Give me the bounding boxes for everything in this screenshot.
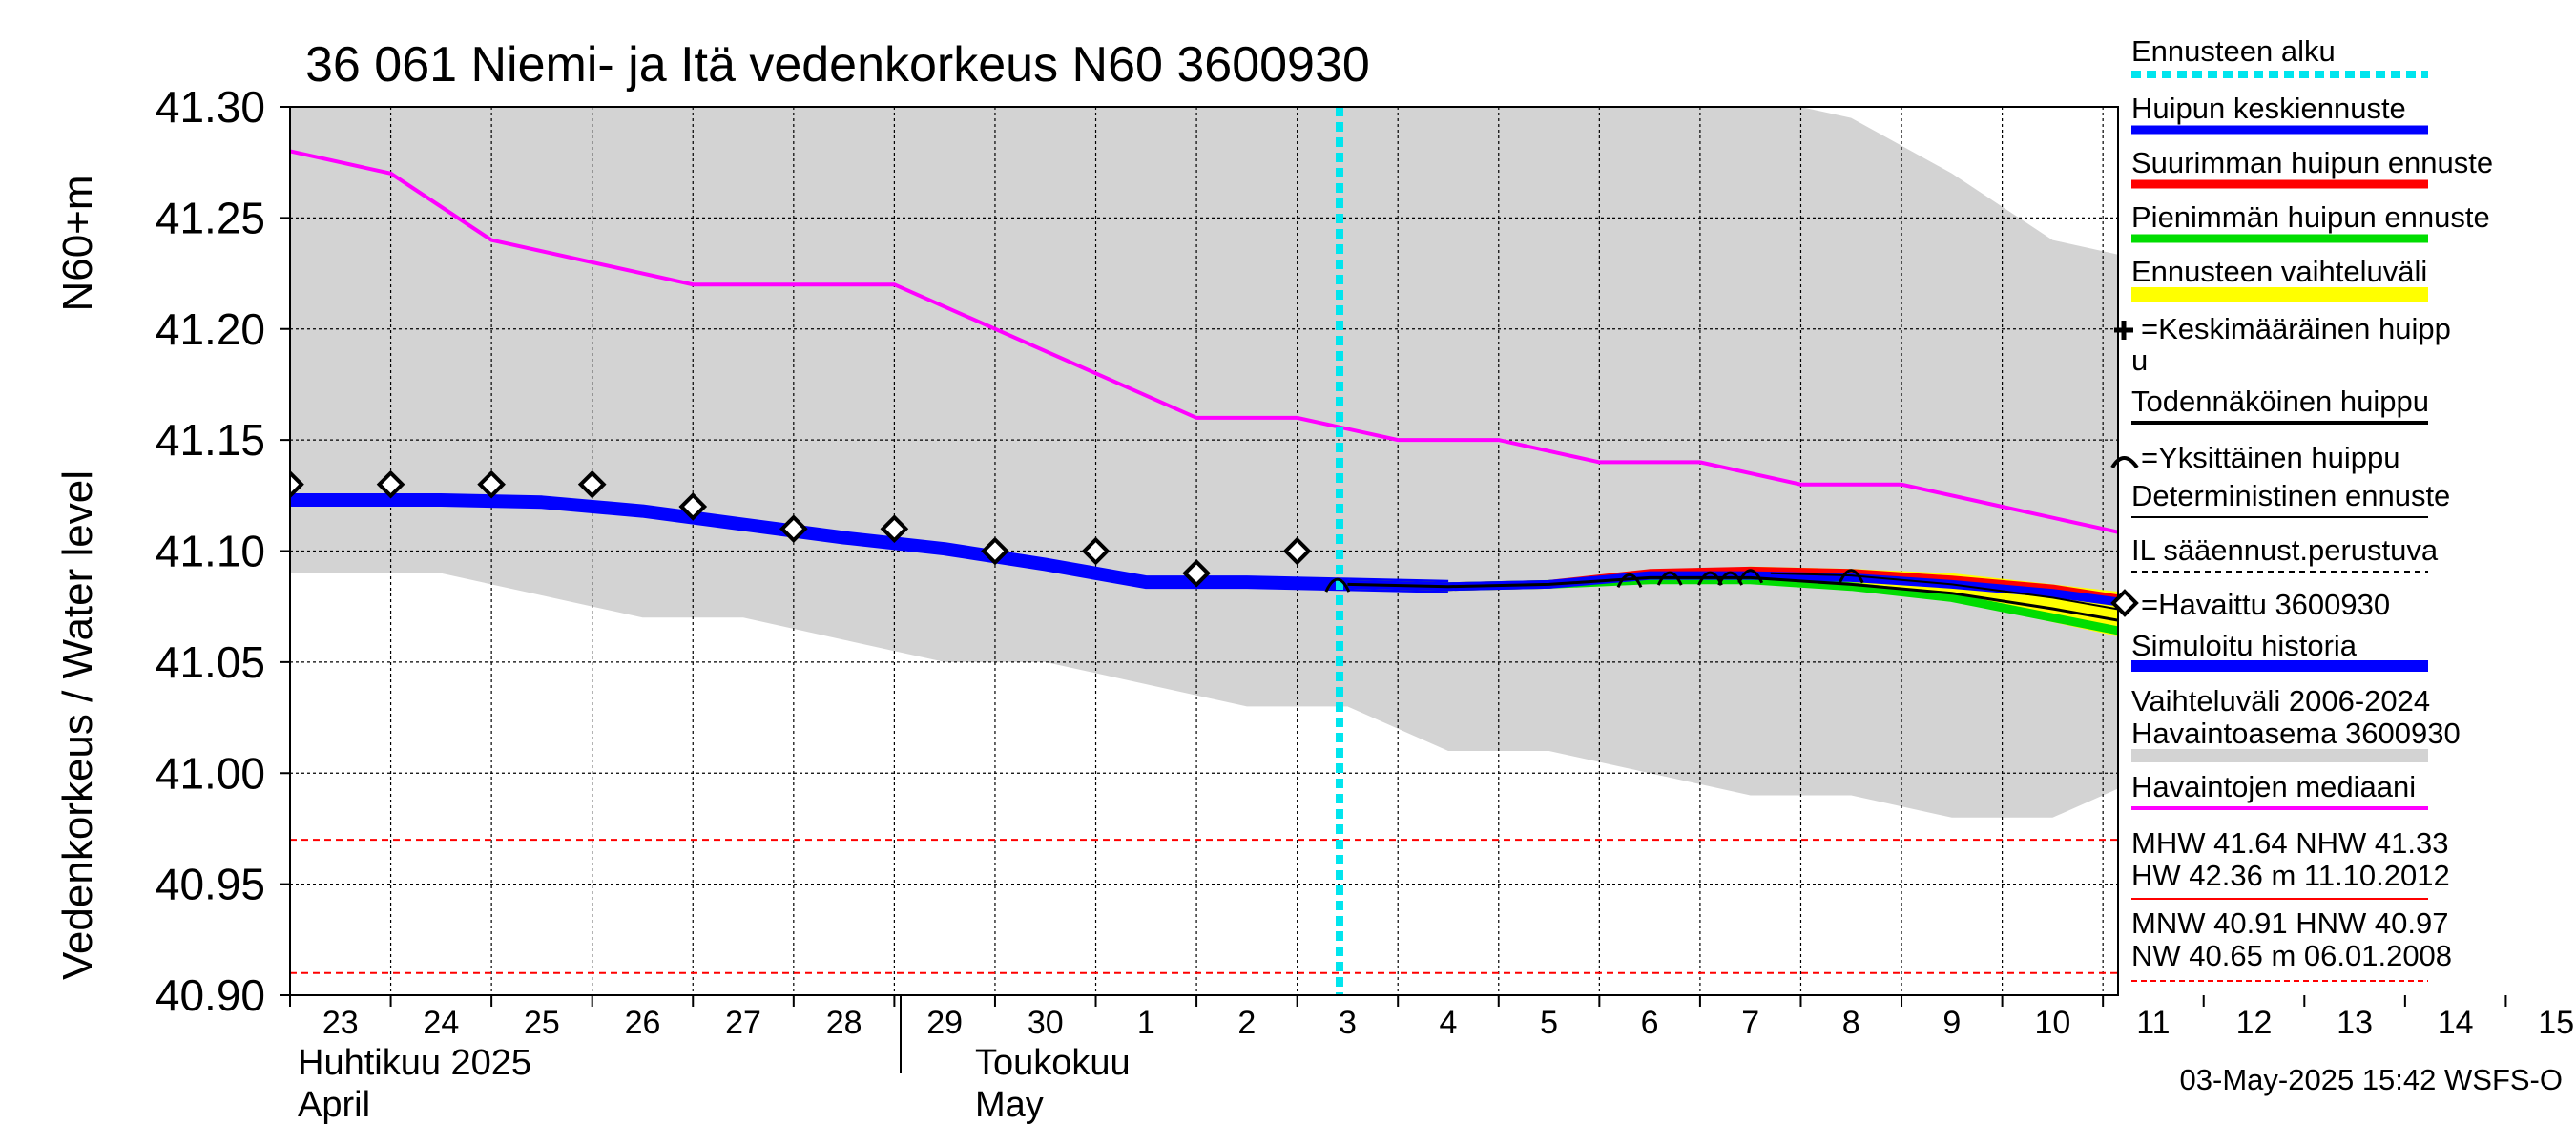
month-label-may-en: May [975, 1085, 1044, 1125]
observed-marker [1182, 558, 1211, 588]
legend-label-simulated: Simuloitu historia [2131, 629, 2358, 662]
legend-label-min-peak: Pienimmän huipun ennuste [2131, 200, 2490, 234]
peak-marker [1656, 571, 1683, 586]
y-axis-ticks: 40.90 40.95 41.00 41.05 41.10 41.15 41.20 41.25… [156, 82, 290, 1020]
x-tick-label: 1 [1137, 1005, 1155, 1041]
y-axis-unit: N60+m [54, 175, 101, 311]
y-tick-label: 41.25 [156, 193, 265, 242]
x-tick-label: 5 [1540, 1005, 1558, 1041]
stats-line-3: MNW 40.91 HNW 40.97 [2131, 906, 2449, 940]
x-tick-label: 6 [1641, 1005, 1659, 1041]
observed-marker [1081, 536, 1111, 566]
stats-line-1: MHW 41.64 NHW 41.33 [2131, 826, 2449, 860]
peak-marker [1838, 569, 1864, 584]
legend-label-forecast-start: Ennusteen alku [2131, 34, 2336, 68]
legend: Ennusteen alku Huipun keskiennuste Suuri… [2110, 34, 2493, 982]
legend-label-max-peak: Suurimman huipun ennuste [2131, 146, 2493, 179]
observed-marker [577, 469, 607, 499]
month-label-may-fi: Toukokuu [975, 1043, 1131, 1083]
x-tick-label: 12 [2236, 1005, 2273, 1041]
y-tick-label: 41.00 [156, 748, 265, 798]
legend-label-forecast-range: Ennusteen vaihteluväli [2131, 255, 2427, 288]
x-tick-label: 23 [322, 1005, 359, 1041]
observed-marker [779, 514, 808, 544]
x-tick-label: 27 [725, 1005, 761, 1041]
x-tick-label: 13 [2337, 1005, 2373, 1041]
observed-marker [1282, 536, 1312, 566]
observation-median-line [290, 149, 2118, 534]
observed-marker [290, 469, 304, 499]
x-tick-label: 10 [2034, 1005, 2070, 1041]
legend-plus-icon [2114, 321, 2133, 340]
legend-label-probable-peak: Todennäköinen huippu [2131, 385, 2429, 418]
legend-label-il-weather: IL sääennust.perustuva [2131, 533, 2439, 567]
legend-label-mean-peak: Huipun keskiennuste [2131, 92, 2406, 125]
legend-label-deterministic: Deterministinen ennuste [2131, 479, 2450, 512]
legend-label-variation-cont: Havaintoasema 3600930 [2131, 717, 2461, 750]
x-tick-label: 24 [423, 1005, 459, 1041]
x-tick-label: 3 [1339, 1005, 1357, 1041]
y-tick-label: 40.95 [156, 860, 265, 909]
x-tick-label: 7 [1741, 1005, 1759, 1041]
month-label-april-fi: Huhtikuu 2025 [298, 1043, 531, 1083]
chart-title: 36 061 Niemi- ja Itä vedenkorkeus N60 36… [305, 37, 1370, 93]
footer-timestamp: 03-May-2025 15:42 WSFS-O [2180, 1063, 2563, 1096]
observed-markers [290, 469, 1312, 588]
x-tick-label: 4 [1440, 1005, 1458, 1041]
x-tick-label: 29 [926, 1005, 963, 1041]
grid [290, 107, 2118, 995]
observed-marker [880, 514, 909, 544]
x-tick-label: 9 [1942, 1005, 1961, 1041]
stats-line-4: NW 40.65 m 06.01.2008 [2131, 939, 2452, 972]
y-tick-label: 40.90 [156, 970, 265, 1020]
legend-swatch-variation [2131, 749, 2428, 762]
x-tick-label: 28 [826, 1005, 862, 1041]
y-tick-label: 41.20 [156, 304, 265, 354]
probable-peak-line [1347, 575, 2118, 622]
y-tick-label: 41.30 [156, 82, 265, 132]
reference-lines [290, 839, 2118, 974]
observed-marker [981, 536, 1009, 566]
x-tick-label: 26 [625, 1005, 661, 1041]
observed-marker [477, 469, 506, 499]
legend-label-observed: =Havaittu 3600930 [2141, 588, 2390, 621]
x-tick-label: 15 [2538, 1005, 2574, 1041]
x-tick-label: 25 [524, 1005, 560, 1041]
legend-label-median: Havaintojen mediaani [2131, 770, 2416, 803]
y-axis-label: Vedenkorkeus / Water level [54, 470, 101, 980]
legend-label-mean-peak-marker-cont: u [2131, 344, 2148, 377]
legend-label-single-peak: =Yksittäinen huippu [2141, 441, 2399, 474]
simulated-history-line [290, 493, 1449, 593]
peak-marker [1737, 569, 1764, 584]
y-tick-label: 41.05 [156, 637, 265, 687]
month-label-april-en: April [298, 1085, 370, 1125]
peak-marker [1324, 577, 1351, 593]
observed-marker [678, 492, 708, 521]
individual-peak-markers [1324, 569, 1864, 593]
legend-label-mean-peak-marker: =Keskimääräinen huipp [2141, 312, 2451, 345]
legend-swatch-forecast-range [2131, 287, 2428, 302]
legend-diamond-icon [2110, 589, 2139, 617]
x-tick-label: 30 [1028, 1005, 1064, 1041]
peak-marker [1616, 572, 1643, 589]
x-tick-label: 8 [1842, 1005, 1860, 1041]
deterministic-forecast-line [1770, 572, 2118, 611]
x-tick-label: 11 [2136, 1005, 2170, 1041]
observed-marker [376, 469, 405, 499]
x-tick-label: 2 [1237, 1005, 1256, 1041]
y-tick-label: 41.15 [156, 415, 265, 465]
x-axis-ticks: 232425262728293012345678910111213141516 [289, 995, 2574, 1041]
x-tick-label: 14 [2438, 1005, 2474, 1041]
legend-label-variation: Vaihteluväli 2006-2024 [2131, 684, 2430, 718]
legend-arc-icon [2110, 456, 2139, 469]
y-tick-label: 41.10 [156, 527, 265, 576]
stats-line-2: HW 42.36 m 11.10.2012 [2131, 859, 2450, 892]
